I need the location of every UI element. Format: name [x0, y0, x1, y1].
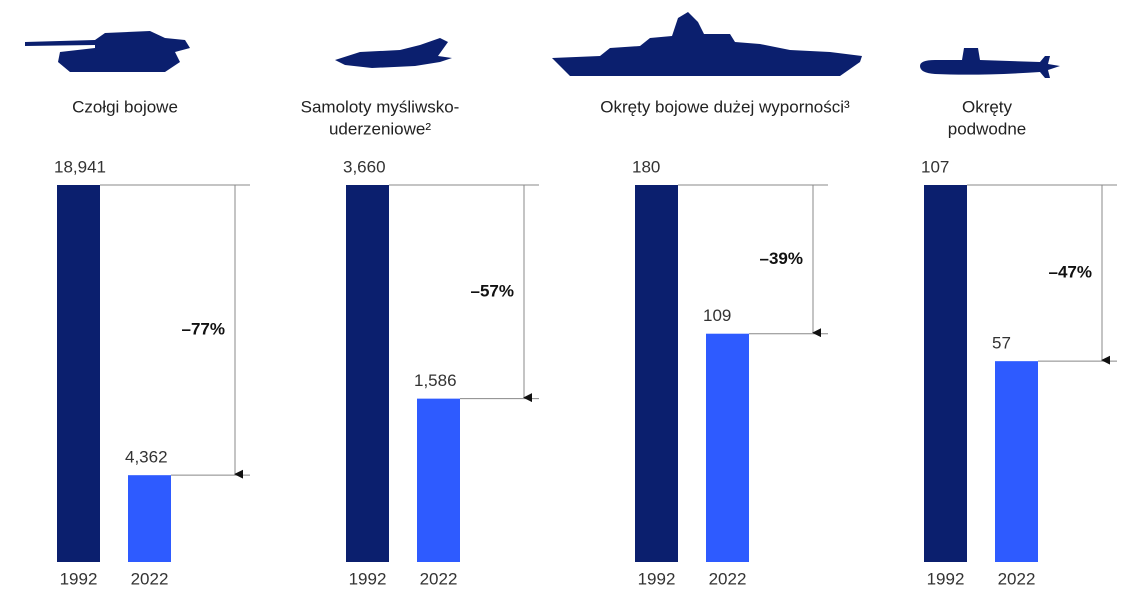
panel-title: uderzeniowe²: [329, 119, 431, 138]
value-label: 18,941: [54, 157, 106, 176]
bar: [706, 333, 749, 562]
bar: [924, 185, 967, 562]
change-label: –47%: [1049, 263, 1092, 282]
change-label: –77%: [182, 320, 225, 339]
value-label: 57: [992, 334, 1011, 353]
bar: [57, 185, 100, 562]
panel-title: Okręty: [962, 97, 1013, 116]
x-tick-label: 1992: [60, 569, 98, 588]
change-label: –39%: [760, 249, 803, 268]
x-tick-label: 2022: [709, 569, 747, 588]
icons: [25, 12, 1060, 78]
submarine-icon: [920, 48, 1060, 78]
value-label: 1,586: [414, 371, 457, 390]
x-tick-label: 1992: [349, 569, 387, 588]
bar: [417, 398, 460, 562]
jet-icon: [335, 38, 452, 68]
ship-icon: [552, 12, 862, 76]
bar: [635, 185, 678, 562]
bar: [346, 185, 389, 562]
panel-title: Okręty bojowe dużej wyporności³: [600, 97, 850, 116]
x-tick-label: 2022: [998, 569, 1036, 588]
x-tick-label: 2022: [420, 569, 458, 588]
x-tick-label: 2022: [131, 569, 169, 588]
x-tick-label: 1992: [638, 569, 676, 588]
value-label: 107: [921, 157, 949, 176]
value-label: 109: [703, 306, 731, 325]
x-tick-label: 1992: [927, 569, 965, 588]
tank-icon: [25, 31, 190, 72]
value-label: 4,362: [125, 448, 168, 467]
value-label: 180: [632, 157, 660, 176]
panel-title: Czołgi bojowe: [72, 97, 178, 116]
bar: [128, 475, 171, 562]
change-label: –57%: [471, 281, 514, 300]
panel-title: Samoloty myśliwsko-: [301, 97, 460, 116]
bar: [995, 361, 1038, 562]
value-label: 3,660: [343, 157, 386, 176]
panel-title: podwodne: [948, 119, 1026, 138]
